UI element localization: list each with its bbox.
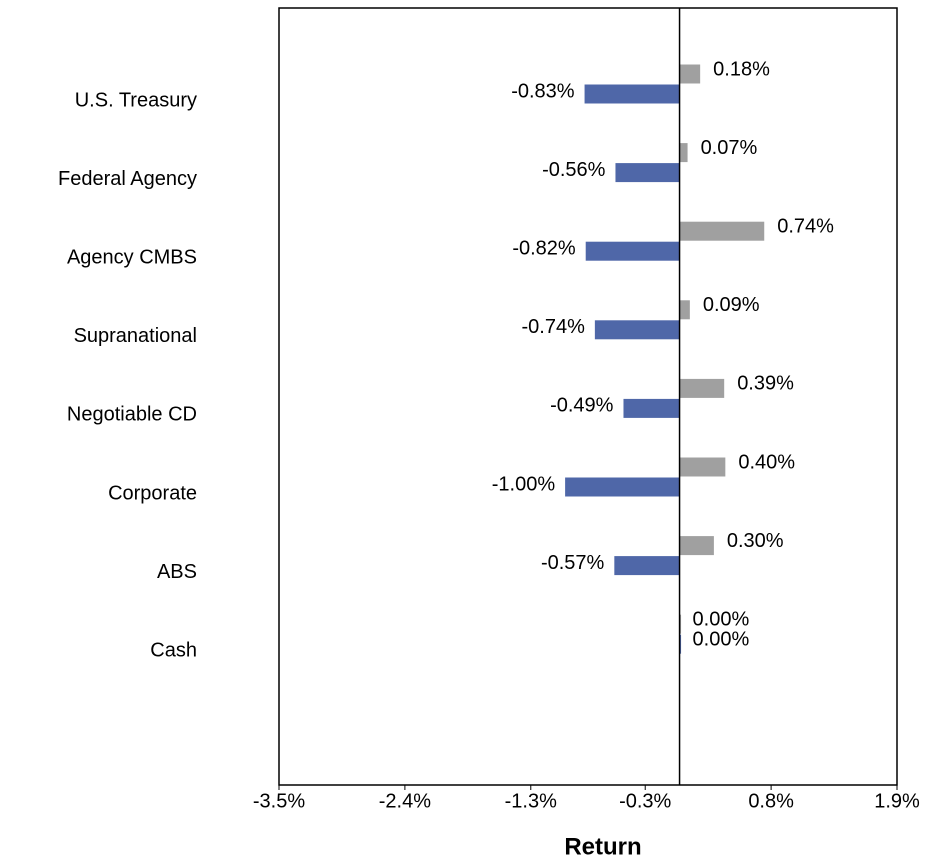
y-tick-label: Cash	[150, 639, 197, 661]
y-tick-label: ABS	[157, 561, 197, 583]
value-label: 0.09%	[703, 294, 760, 316]
y-tick-label: Corporate	[108, 482, 197, 504]
y-tick-label: Federal Agency	[58, 168, 197, 190]
bar	[679, 536, 714, 556]
y-tick-label: Supranational	[74, 325, 197, 347]
x-tick-label: -3.5%	[253, 790, 305, 812]
value-label: 0.07%	[701, 137, 758, 159]
value-label: 0.30%	[727, 530, 784, 552]
value-label: -1.00%	[492, 473, 556, 495]
x-tick-label: -1.3%	[505, 790, 557, 812]
bar	[679, 221, 765, 241]
bar	[679, 300, 690, 320]
bar	[679, 378, 725, 398]
x-tick-label: -2.4%	[379, 790, 431, 812]
value-label: 0.40%	[738, 451, 795, 473]
bar	[679, 143, 688, 163]
bar	[565, 477, 680, 497]
value-label: 0.74%	[777, 215, 834, 237]
bar	[614, 556, 680, 576]
value-label: -0.49%	[550, 395, 614, 417]
y-tick-label: Agency CMBS	[67, 246, 197, 268]
value-label: 0.18%	[713, 58, 770, 80]
bar	[679, 457, 726, 477]
value-label: -0.82%	[512, 237, 576, 259]
value-label: -0.74%	[521, 316, 585, 338]
bar	[615, 163, 680, 183]
value-label: 0.39%	[737, 373, 794, 395]
x-tick-label: 1.9%	[874, 790, 920, 812]
x-tick-label: 0.8%	[748, 790, 794, 812]
value-label: -0.83%	[511, 80, 575, 102]
bar	[623, 398, 680, 418]
value-label: 0.00%	[693, 628, 750, 650]
bar	[585, 241, 680, 261]
y-tick-label: Negotiable CD	[67, 404, 197, 426]
x-tick-label: -0.3%	[619, 790, 671, 812]
y-tick-label: U.S. Treasury	[75, 89, 197, 111]
bar	[594, 320, 680, 340]
bar	[679, 64, 701, 84]
bar	[584, 84, 680, 104]
value-label: -0.57%	[541, 552, 605, 574]
plot-frame	[278, 7, 898, 786]
x-axis-label: Return	[564, 833, 641, 860]
value-label: -0.56%	[542, 159, 606, 181]
value-label: 0.00%	[693, 608, 750, 630]
